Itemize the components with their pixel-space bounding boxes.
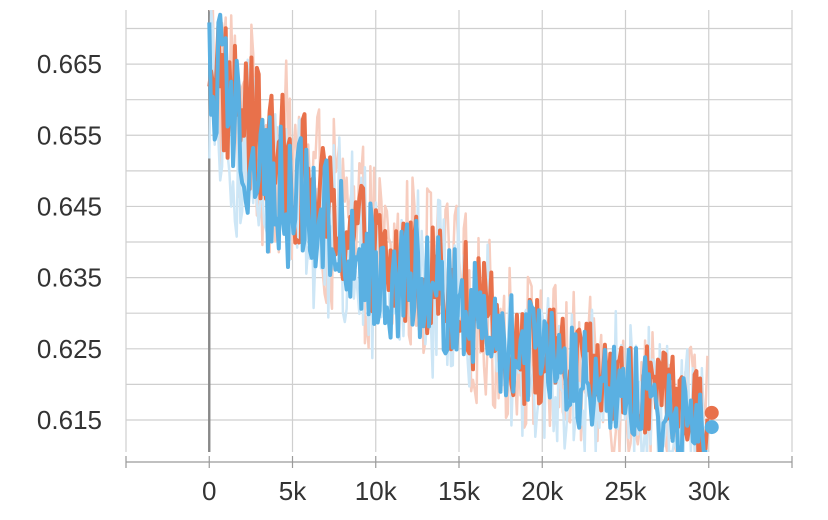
y-tick-label: 0.635 bbox=[37, 263, 102, 293]
axes bbox=[125, 456, 793, 468]
x-tick-label: 0 bbox=[202, 476, 216, 506]
y-tick-label: 0.665 bbox=[37, 49, 102, 79]
y-tick-label: 0.625 bbox=[37, 334, 102, 364]
y-tick-label: 0.615 bbox=[37, 405, 102, 435]
x-tick-label: 10k bbox=[355, 476, 398, 506]
x-tick-label: 15k bbox=[438, 476, 481, 506]
series-end-point bbox=[704, 405, 719, 420]
series-end-markers bbox=[704, 405, 719, 435]
x-tick-label: 25k bbox=[605, 476, 648, 506]
series-end-point bbox=[704, 420, 719, 435]
smoothed-series-layer bbox=[207, 12, 710, 452]
y-tick-label: 0.645 bbox=[37, 191, 102, 221]
grid bbox=[125, 10, 793, 452]
series-line bbox=[207, 12, 708, 452]
tick-labels: 0.665 0.655 0.645 0.635 0.625 0.615 0 5k 10k 15k 2… bbox=[37, 49, 731, 506]
x-tick-label: 5k bbox=[279, 476, 307, 506]
y-tick-label: 0.655 bbox=[37, 120, 102, 150]
x-tick-label: 20k bbox=[521, 476, 564, 506]
x-tick-label: 30k bbox=[688, 476, 731, 506]
